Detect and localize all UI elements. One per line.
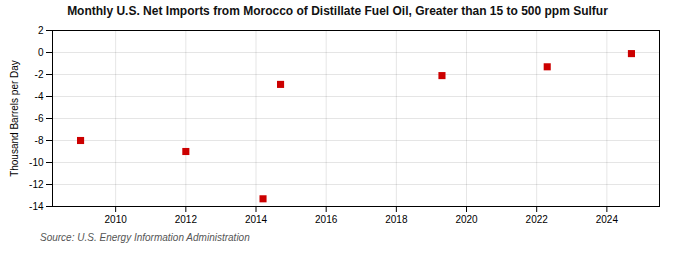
svg-text:2016: 2016 bbox=[315, 214, 338, 225]
svg-text:2022: 2022 bbox=[526, 214, 549, 225]
svg-text:2018: 2018 bbox=[385, 214, 408, 225]
svg-text:2014: 2014 bbox=[245, 214, 268, 225]
svg-text:2: 2 bbox=[38, 25, 44, 36]
svg-text:-4: -4 bbox=[35, 91, 44, 102]
svg-text:-8: -8 bbox=[35, 135, 44, 146]
svg-text:-12: -12 bbox=[29, 179, 44, 190]
html-text:Source: U.S. Energy Informatio: Source: U.S. Energy Information Administ… bbox=[40, 232, 250, 244]
svg-text:-10: -10 bbox=[29, 157, 44, 168]
svg-text:-14: -14 bbox=[29, 201, 44, 212]
svg-text:2012: 2012 bbox=[175, 214, 198, 225]
svg-text:-6: -6 bbox=[35, 113, 44, 124]
svg-text:Thousand Barrels per Day: Thousand Barrels per Day bbox=[9, 61, 20, 178]
svg-text:0: 0 bbox=[38, 47, 44, 58]
svg-text:2024: 2024 bbox=[596, 214, 619, 225]
html-text:Monthly U.S. Net Imports from: Monthly U.S. Net Imports from Morocco of… bbox=[67, 4, 608, 18]
svg-text:2020: 2020 bbox=[455, 214, 478, 225]
svg-text:2010: 2010 bbox=[105, 214, 128, 225]
svg-text:-2: -2 bbox=[35, 69, 44, 80]
